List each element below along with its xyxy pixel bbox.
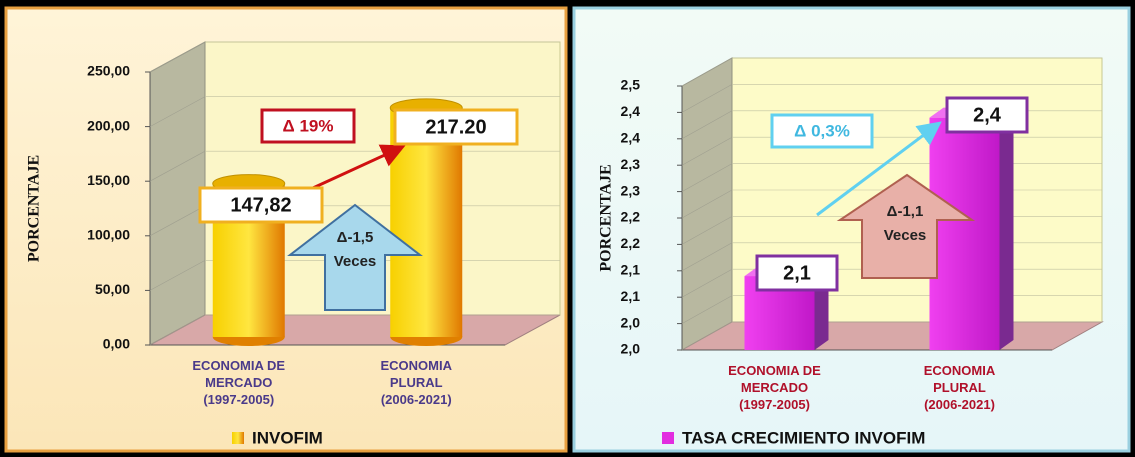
grid-line	[681, 295, 733, 324]
grid-line	[149, 96, 206, 127]
up-arrow	[836, 173, 976, 279]
bar-side	[999, 107, 1014, 351]
x-tick-label: ECONOMIA PLURAL (2006-2021)	[924, 363, 996, 412]
y-tick-label: 200,00	[87, 117, 130, 133]
value-label: 2,4	[973, 104, 1002, 126]
y-tick-label: 2,3	[621, 182, 641, 198]
y-tick-label: 2,4	[621, 130, 641, 146]
x-tick-label: ECONOMIA DE MERCADO (1997-2005)	[728, 363, 821, 412]
value-label-box	[198, 186, 324, 224]
y-tick-label: 2,1	[621, 288, 641, 304]
grid-line	[681, 110, 733, 140]
annotation: Δ 19%	[283, 116, 334, 135]
arrow	[816, 121, 942, 217]
y-tick-label: 2,0	[621, 341, 641, 357]
grid-line	[681, 189, 733, 219]
y-tick-label: 2,0	[621, 314, 641, 330]
grid-line	[149, 41, 206, 73]
side-wall	[149, 41, 206, 346]
legend-swatch	[232, 432, 244, 444]
annotation-box	[260, 108, 356, 144]
annotation-box	[770, 113, 874, 149]
grid-line	[681, 321, 733, 351]
legend-label: INVOFIM	[252, 428, 323, 447]
y-tick-label: 250,00	[87, 63, 130, 79]
up-arrow	[287, 203, 423, 311]
value-label-box	[393, 108, 519, 146]
legend-label: TASA CRECIMIENTO INVOFIM	[682, 428, 925, 447]
y-tick-label: 0,00	[103, 336, 130, 352]
y-tick-label: 2,1	[621, 262, 641, 278]
y-tick-label: 100,00	[87, 227, 130, 243]
annotation: Δ-1,1	[887, 203, 924, 220]
value-label-box	[945, 96, 1029, 134]
value-label-box	[755, 254, 839, 292]
x-tick-label: ECONOMIA DE MERCADO (1997-2005)	[192, 358, 285, 407]
grid-line	[149, 150, 206, 182]
y-axis-label: PORCENTAJE	[598, 164, 615, 271]
grid-line	[149, 314, 206, 346]
grid-line	[681, 216, 733, 245]
grid-line	[681, 163, 733, 192]
value-label: 217.20	[425, 116, 486, 138]
y-tick-label: 2,4	[621, 103, 641, 119]
value-label: 2,1	[783, 262, 811, 284]
floor	[149, 314, 561, 346]
grid-line	[681, 84, 733, 113]
y-tick-label: 2,2	[621, 235, 641, 251]
annotation: Δ-1,5	[337, 229, 374, 246]
grid-line	[149, 260, 206, 291]
bar	[929, 117, 1000, 351]
grid-line	[149, 205, 206, 237]
legend-swatch	[662, 432, 674, 444]
grid-line	[681, 136, 733, 166]
y-tick-label: 50,00	[95, 281, 130, 297]
grid-line	[681, 57, 733, 87]
y-tick-label: 2,5	[621, 77, 641, 93]
grid-line	[681, 242, 733, 272]
y-tick-label: 2,2	[621, 209, 641, 225]
grid-line	[681, 268, 733, 298]
value-label: 147,82	[230, 194, 291, 216]
annotation: Veces	[334, 253, 377, 270]
annotation: Veces	[884, 227, 927, 244]
x-tick-label: ECONOMIA PLURAL (2006-2021)	[381, 358, 453, 407]
annotation: Δ 0,3%	[794, 121, 850, 140]
y-axis-label: PORCENTAJE	[26, 155, 43, 262]
y-tick-label: 150,00	[87, 172, 130, 188]
y-tick-label: 2,3	[621, 156, 641, 172]
